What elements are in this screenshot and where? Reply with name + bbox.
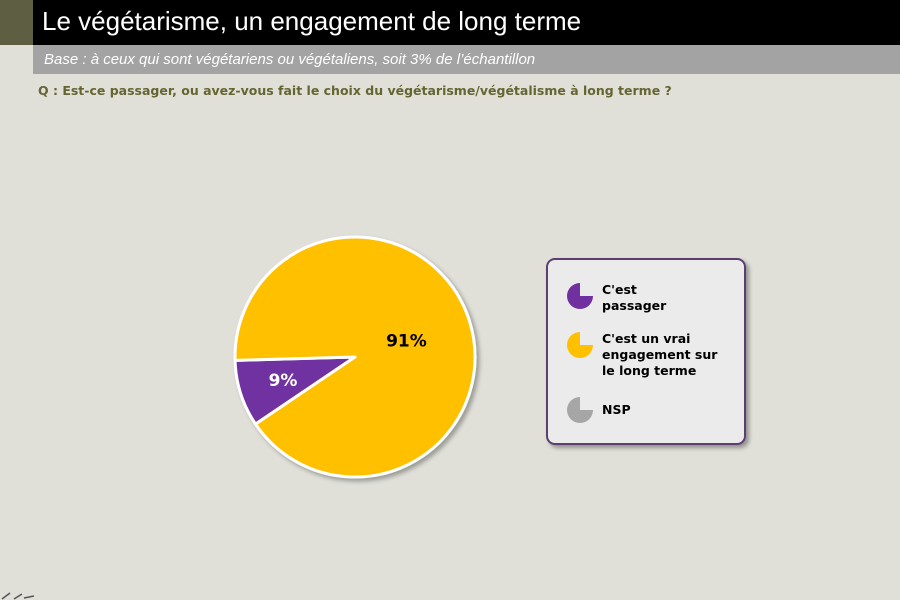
legend-item-passager: C'est passager xyxy=(566,282,666,314)
side-accent xyxy=(0,0,33,45)
legend-label: C'est passager xyxy=(602,282,667,313)
pie-slice xyxy=(233,235,477,479)
legend-item-engagement: C'est un vrai engagement sur le long ter… xyxy=(566,331,717,379)
legend-item-nsp: NSP xyxy=(566,396,631,424)
legend-label: NSP xyxy=(602,402,631,417)
legend-pie-icon xyxy=(567,332,593,358)
pie-data-label: 91% xyxy=(386,331,427,351)
title-bar xyxy=(33,0,900,45)
legend-label: C'est un vrai engagement sur le long ter… xyxy=(602,331,718,378)
legend-pie-icon xyxy=(567,397,593,423)
base-bar xyxy=(33,45,900,74)
page-title: Le végétarisme, un engagement de long te… xyxy=(42,6,582,36)
legend-pie-icon xyxy=(567,283,593,309)
question-text: Q : Est-ce passager, ou avez-vous fait l… xyxy=(38,83,672,98)
base-subtitle: Base : à ceux qui sont végétariens ou vé… xyxy=(44,51,536,68)
corner-mark xyxy=(1,592,35,600)
legend: C'est passager C'est un vrai engagement … xyxy=(546,258,746,445)
pie-data-label: 9% xyxy=(269,371,298,391)
